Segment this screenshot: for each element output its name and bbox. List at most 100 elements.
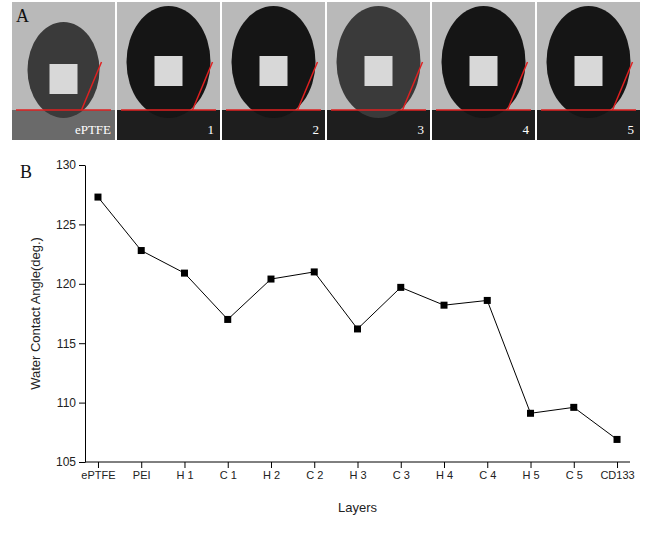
data-point (484, 297, 491, 304)
droplet (442, 6, 526, 118)
data-point (614, 436, 621, 443)
photo-label: 2 (313, 122, 320, 137)
x-tick-label: H 5 (522, 469, 539, 481)
baseline (436, 109, 531, 111)
x-tick-label: C 5 (566, 469, 583, 481)
panel-a: ePTFE12345 (12, 2, 640, 140)
data-point (311, 268, 318, 275)
x-tick-mark (141, 462, 142, 468)
x-tick-label: ePTFE (81, 469, 115, 481)
tangent-line (193, 62, 213, 110)
x-tick: CD133 (600, 462, 634, 481)
data-point (527, 410, 534, 417)
y-tick-label: 115 (57, 337, 76, 351)
x-tick-mark (98, 462, 99, 468)
x-tick: PEI (133, 462, 151, 481)
data-point (267, 276, 274, 283)
x-axis-title: Layers (338, 500, 378, 515)
x-tick: H 1 (176, 462, 193, 481)
droplet-highlight (470, 56, 498, 86)
y-tick-mark (79, 462, 85, 463)
x-tick-mark (228, 462, 229, 468)
y-tick-label: 130 (56, 158, 76, 172)
x-tick: C 2 (306, 462, 323, 481)
panel-letter: A (16, 6, 29, 26)
x-tick: H 3 (349, 462, 366, 481)
data-point (397, 284, 404, 291)
y-tick-label: 105 (56, 455, 76, 469)
data-point (138, 247, 145, 254)
x-tick-label: H 1 (176, 469, 193, 481)
droplet-photo: 1 (117, 2, 220, 140)
droplet-highlight (50, 64, 78, 94)
x-tick: C 4 (479, 462, 496, 481)
data-point (570, 404, 577, 411)
baseline (331, 109, 426, 111)
x-tick-label: H 4 (436, 469, 453, 481)
photo-background (327, 2, 430, 140)
data-line (98, 197, 617, 439)
droplet-photo: ePTFE (12, 2, 115, 140)
y-axis: 105 110 115 120 125 130 (56, 158, 86, 469)
tangent-line (298, 62, 318, 110)
y-axis-title: Water Contact Angle(deg.) (28, 237, 43, 390)
droplet-highlight (155, 56, 183, 86)
baseline (121, 109, 216, 111)
x-tick-label: C 3 (393, 469, 410, 481)
x-tick-mark (487, 462, 488, 468)
droplet (127, 6, 211, 118)
x-tick: C 3 (393, 462, 410, 481)
x-tick: H 4 (436, 462, 453, 481)
photo-label: ePTFE (75, 122, 111, 137)
droplet-photo: 5 (537, 2, 640, 140)
photo-label: 4 (523, 122, 530, 137)
y-tick: 130 (56, 158, 85, 172)
y-tick: 110 (57, 396, 85, 410)
x-tick-label: C 2 (306, 469, 323, 481)
photo-background (12, 2, 115, 140)
x-tick-mark (271, 462, 272, 468)
data-point (224, 316, 231, 323)
droplet-highlight (575, 56, 603, 86)
y-axis-line (85, 166, 86, 463)
data-point (181, 270, 188, 277)
x-tick-mark (314, 462, 315, 468)
photo-label: 1 (208, 122, 215, 137)
y-tick-label: 110 (57, 396, 76, 410)
photo-background (537, 2, 640, 140)
tangent-line (82, 62, 102, 110)
y-tick: 115 (57, 337, 85, 351)
y-tick-label: 125 (56, 218, 76, 232)
photo-background (432, 2, 535, 140)
y-tick: 125 (56, 218, 85, 232)
photo-label: 5 (628, 122, 635, 137)
x-tick-label: C 1 (220, 469, 237, 481)
droplet-photo: 3 (327, 2, 430, 140)
x-tick-mark (401, 462, 402, 468)
x-tick-mark (444, 462, 445, 468)
droplet (232, 6, 316, 118)
droplet-photo: 2 (222, 2, 325, 140)
tangent-line (403, 62, 423, 110)
x-tick: H 5 (522, 462, 539, 481)
x-tick-label: H 3 (349, 469, 366, 481)
x-tick: ePTFE (81, 462, 115, 481)
x-tick-mark (574, 462, 575, 468)
y-tick: 105 (56, 455, 85, 469)
y-tick-label: 120 (56, 277, 76, 291)
droplet-highlight (365, 56, 393, 86)
x-tick-label: C 4 (479, 469, 496, 481)
photo-background (117, 2, 220, 140)
data-point (441, 302, 448, 309)
droplet (547, 6, 631, 118)
x-tick: H 2 (263, 462, 280, 481)
panel-letter: B (20, 162, 32, 182)
droplet-highlight (260, 56, 288, 86)
data-point (354, 325, 361, 332)
baseline (226, 109, 321, 111)
x-tick: C 1 (220, 462, 237, 481)
baseline (16, 109, 111, 111)
y-tick-mark (79, 224, 85, 225)
y-tick-mark (79, 284, 85, 285)
x-tick-mark (184, 462, 185, 468)
